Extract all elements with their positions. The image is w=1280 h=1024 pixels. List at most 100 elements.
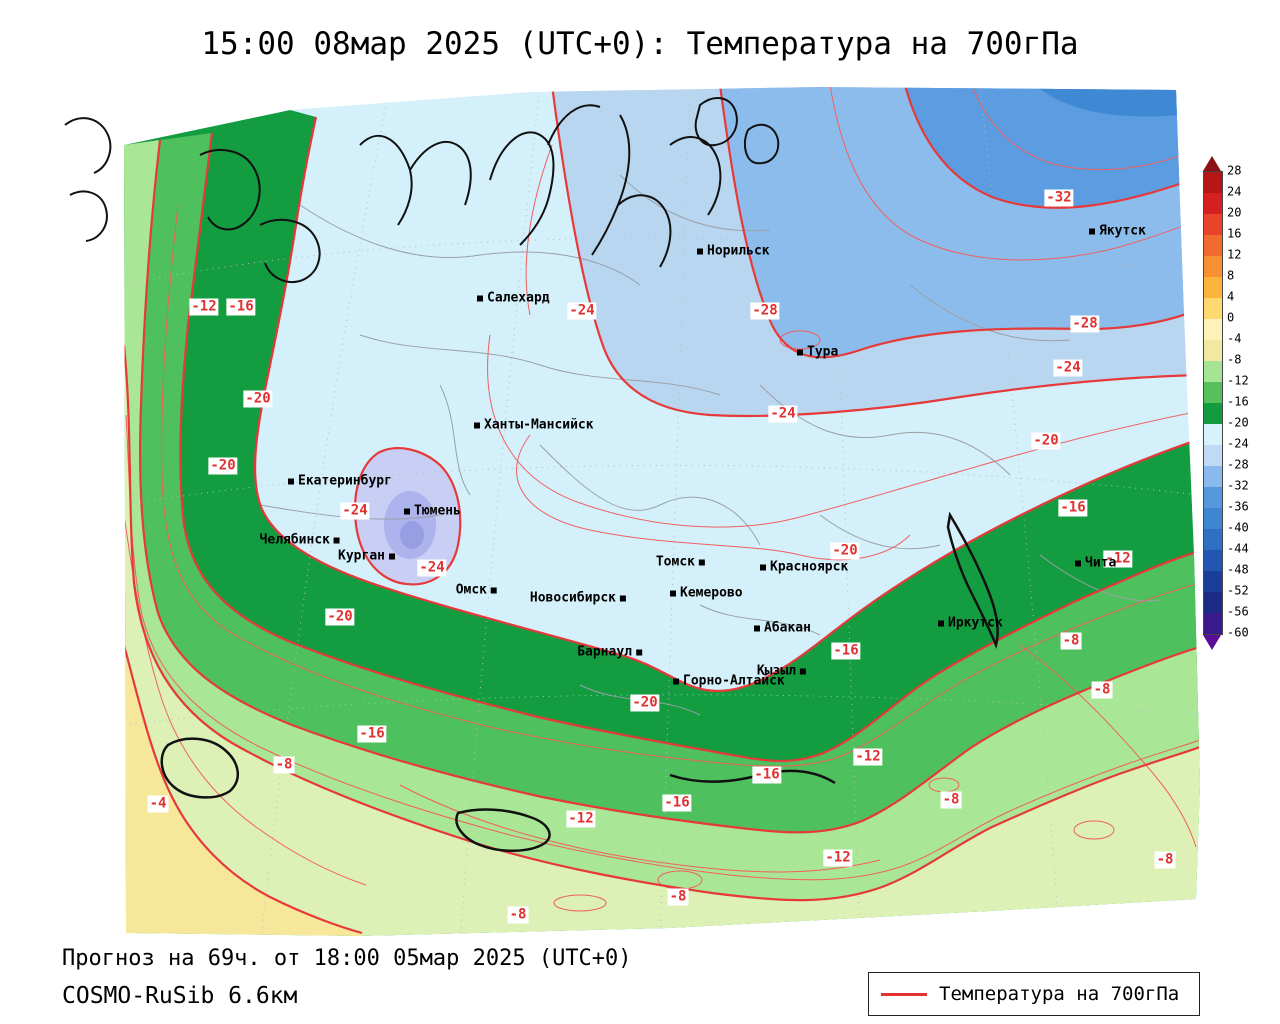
city-name: Омск [455,582,487,598]
contour-lines-major [124,87,1200,935]
weather-map: -12 -16 -20 -20 -24 -24 -24 -28 -32 -28 -24 -24 -20 -… [60,85,1200,945]
city-dot-icon [620,595,626,601]
city-name: Тура [807,344,839,360]
city-dot-icon [697,248,703,254]
city-name: Норильск [707,243,770,259]
contour-value-label: -8 [1154,851,1176,869]
map-svg [64,87,1200,936]
contour-value-label: -24 [567,302,597,320]
colorbar-cell [1204,466,1222,487]
city-marker: Красноярск [760,560,848,575]
colorbar-tick-label: 4 [1227,289,1235,304]
colorbar-cell [1204,529,1222,550]
city-name: Ханты-Мансийск [484,417,594,433]
colorbar-cell [1204,298,1222,319]
contour-value-label: -12 [566,810,596,828]
colorbar-tick-label: -36 [1227,499,1249,514]
colorbar-cell [1204,550,1222,571]
colorbar-tick-label: 12 [1227,247,1242,262]
city-dot-icon [938,620,944,626]
contour-value-label: -12 [1103,550,1133,568]
city-name: Барнаул [577,644,632,660]
colorbar-tick-label: -12 [1227,373,1249,388]
colorbar-tick-label: 20 [1227,205,1242,220]
city-dot-icon [491,587,497,593]
forecast-info: Прогноз на 69ч. от 18:00 05мар 2025 (UTC… [62,946,632,971]
city-marker: Тюмень [404,504,461,519]
city-name: Томск [655,554,695,570]
city-marker: Омск [456,583,497,598]
city-marker: Ханты-Мансийск [474,418,594,433]
colorbar-cells [1203,171,1223,635]
city-marker: Барнаул [577,645,642,660]
colorbar-tick-label: -8 [1227,352,1242,367]
colorbar-tick-label: 28 [1227,163,1242,178]
city-marker: Якутск [1089,224,1146,239]
city-marker: Курган [338,549,395,564]
city-name: Абакан [764,620,811,636]
legend-line-sample [881,992,927,996]
contour-value-label: -32 [1044,189,1074,207]
city-name: Красноярск [770,559,849,575]
contour-value-label: -4 [147,795,169,813]
contour-value-label: -16 [226,298,256,316]
colorbar-tick-label: 8 [1227,268,1235,283]
city-dot-icon [699,559,705,565]
city-name: Кемерово [680,585,743,601]
city-marker: Салехард [477,291,550,306]
colorbar-cell [1204,445,1222,466]
lake-south [455,808,551,853]
city-name: Якутск [1099,223,1146,239]
city-marker: Томск [656,555,705,570]
contour-value-label: -8 [940,791,962,809]
colorbar-tick-label: -56 [1227,604,1249,619]
city-marker: Тура [797,345,838,360]
colorbar-cell [1204,256,1222,277]
contour-value-label: -8 [1060,632,1082,650]
model-info: COSMO-RuSib 6.6км [62,983,298,1009]
city-dot-icon [334,537,340,543]
colorbar-arrow-up [1203,156,1221,171]
contour-value-label: -12 [823,849,853,867]
contour-value-label: -16 [1058,499,1088,517]
graticule [124,87,1200,936]
city-name: Тюмень [414,503,461,519]
contour-value-label: -16 [831,642,861,660]
colorbar-cell [1204,592,1222,613]
contour-value-label: -28 [750,302,780,320]
contour-value-label: -20 [830,542,860,560]
colorbar-cell [1204,361,1222,382]
city-name: Кызыл [756,663,796,679]
city-marker: Горно-Алтайск [673,674,785,689]
city-marker: Кызыл [757,664,806,679]
contour-value-label: -24 [768,405,798,423]
city-dot-icon [673,678,679,684]
city-dot-icon [389,553,395,559]
colorbar-cell [1204,172,1222,193]
colorbar-tick-label: -52 [1227,583,1249,598]
colorbar-tick-label: -28 [1227,457,1249,472]
contour-value-label: -20 [630,694,660,712]
contour-value-label: -8 [1091,681,1113,699]
contour-value-label: -24 [1053,359,1083,377]
colorbar-labels: 28 24 20 16 12 8 4 0 -4 -8 -12 -16 -20 -24 -28 -32 -36 -4… [1203,163,1273,639]
city-marker: Новосибирск [530,591,626,606]
contour-value-label: -20 [325,608,355,626]
outside-coastline [64,117,112,242]
city-marker: Екатеринбург [288,474,392,489]
city-dot-icon [797,349,803,355]
colorbar-cell [1204,382,1222,403]
contour-value-label: -16 [357,725,387,743]
city-name: Иркутск [948,615,1003,631]
contour-value-label: -20 [1031,432,1061,450]
city-marker: Иркутск [938,616,1003,631]
contour-value-label: -20 [208,457,238,475]
city-dot-icon [474,422,480,428]
city-name: Горно-Алтайск [683,673,785,689]
city-dot-icon [800,668,806,674]
city-name: Челябинск [259,532,330,548]
colorbar-cell [1204,403,1222,424]
contour-value-label: -20 [243,390,273,408]
city-marker: Челябинск [260,533,340,548]
